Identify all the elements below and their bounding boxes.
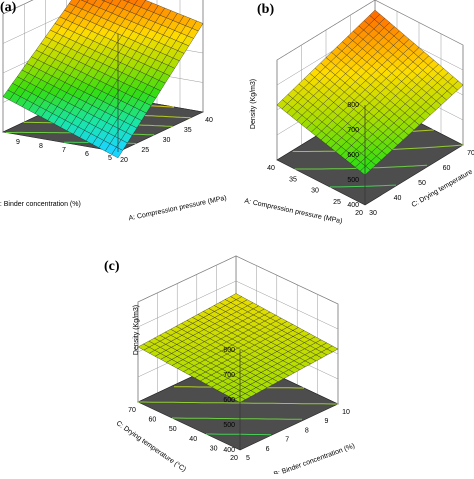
y-tick-label: 5: [108, 155, 112, 162]
wall-gridline: [235, 280, 339, 330]
y-axis-label: C: Drying temperature: [411, 168, 474, 209]
z-axis-label: Density (Kg/m3): [133, 305, 140, 355]
contour-line: [206, 433, 272, 436]
z-tick-label: 400: [347, 202, 359, 209]
surface-cell: [230, 293, 243, 300]
x-tick-label: 20: [355, 210, 363, 217]
x-tick-label: 25: [141, 147, 149, 154]
panel-c: 400 500 600 700 800 20 30 40 50 60 70 5 6 7 8 9 10 C: Dry…: [90, 250, 390, 479]
plot-group: 400 500 600 700 800 20 25 30 35 40 30 40 50 60 70 A: Co…: [244, 0, 474, 225]
surface-mesh: [2, 0, 204, 159]
x-tick-label: 20: [120, 157, 128, 164]
surface-mesh: [276, 9, 464, 176]
plot-group: 40050060070080020253035405678910A: Compr…: [0, 0, 227, 222]
x-tick-label: 40: [267, 165, 275, 172]
y-tick-label: 6: [266, 446, 270, 453]
z-tick-label: 800: [347, 102, 359, 109]
contour-line: [138, 401, 338, 405]
z-tick-label: 600: [223, 397, 235, 404]
wall-gridline: [235, 255, 339, 305]
panel-label-a: (a): [0, 0, 17, 15]
y-tick-label: 70: [467, 150, 474, 157]
y-tick-label: 8: [39, 143, 43, 150]
y-tick-label: 30: [369, 210, 377, 217]
x-tick-label: 40: [189, 436, 197, 443]
y-axis-label: B: Binder concentration (%): [273, 443, 356, 474]
panel-a: 40050060070080020253035405678910A: Compr…: [0, 0, 237, 245]
panel-label-b: (b): [257, 2, 275, 17]
surface-plot-a: 40050060070080020253035405678910A: Compr…: [0, 0, 227, 222]
y-tick-label: 10: [342, 409, 350, 416]
wall-gridline: [2, 0, 34, 15]
z-tick-label: 700: [223, 372, 235, 379]
y-tick-label: 50: [418, 180, 426, 187]
z-tick-label: 500: [223, 422, 235, 429]
x-tick-label: 25: [333, 199, 341, 206]
y-tick-label: 60: [443, 165, 451, 172]
y-tick-label: 5: [246, 455, 250, 462]
x-axis-label: A: Compression pressure (MPa): [244, 198, 343, 226]
x-tick-label: 30: [163, 137, 171, 144]
y-tick-label: 6: [85, 151, 89, 158]
x-tick-label: 50: [169, 426, 177, 433]
wall-gridline: [137, 255, 237, 303]
x-tick-label: 70: [128, 407, 136, 414]
y-tick-label: 9: [16, 139, 20, 146]
surface-plot-b: 400 500 600 700 800 20 25 30 35 40 30 40 50 60 70 A: Co…: [244, 0, 474, 225]
y-axis-label: B: Binder concentration (%): [0, 201, 81, 208]
wall-gridline: [137, 280, 237, 328]
z-tick-label: 500: [347, 177, 359, 184]
x-tick-label: 40: [205, 117, 213, 124]
z-tick-label: 600: [347, 152, 359, 159]
surface-mesh: [137, 293, 339, 403]
contour-line: [329, 184, 397, 188]
x-tick-label: 35: [184, 127, 192, 134]
x-tick-label: 35: [289, 176, 297, 183]
z-tick-label: 800: [223, 347, 235, 354]
panel-label-c: (c): [104, 259, 120, 274]
z-tick-label: 700: [347, 127, 359, 134]
x-tick-label: 60: [149, 417, 157, 424]
y-tick-label: 7: [62, 147, 66, 154]
z-tick-label: 400: [223, 447, 235, 454]
contour-line: [172, 417, 302, 420]
y-tick-label: 8: [305, 427, 309, 434]
panel-b: 400 500 600 700 800 20 25 30 35 40 30 40 50 60 70 A: Co…: [237, 0, 474, 245]
x-axis-label: A: Compression pressure (MPa): [128, 195, 227, 223]
z-axis-label: Density (Kg/m3): [250, 79, 257, 129]
x-tick-label: 30: [210, 445, 218, 452]
y-tick-label: 40: [394, 195, 402, 202]
x-tick-label: 30: [311, 188, 319, 195]
y-tick-label: 9: [324, 418, 328, 425]
x-tick-label: 20: [230, 455, 238, 462]
surface-cell: [369, 9, 381, 20]
y-tick-label: 7: [285, 437, 289, 444]
surface-cell: [2, 89, 15, 101]
